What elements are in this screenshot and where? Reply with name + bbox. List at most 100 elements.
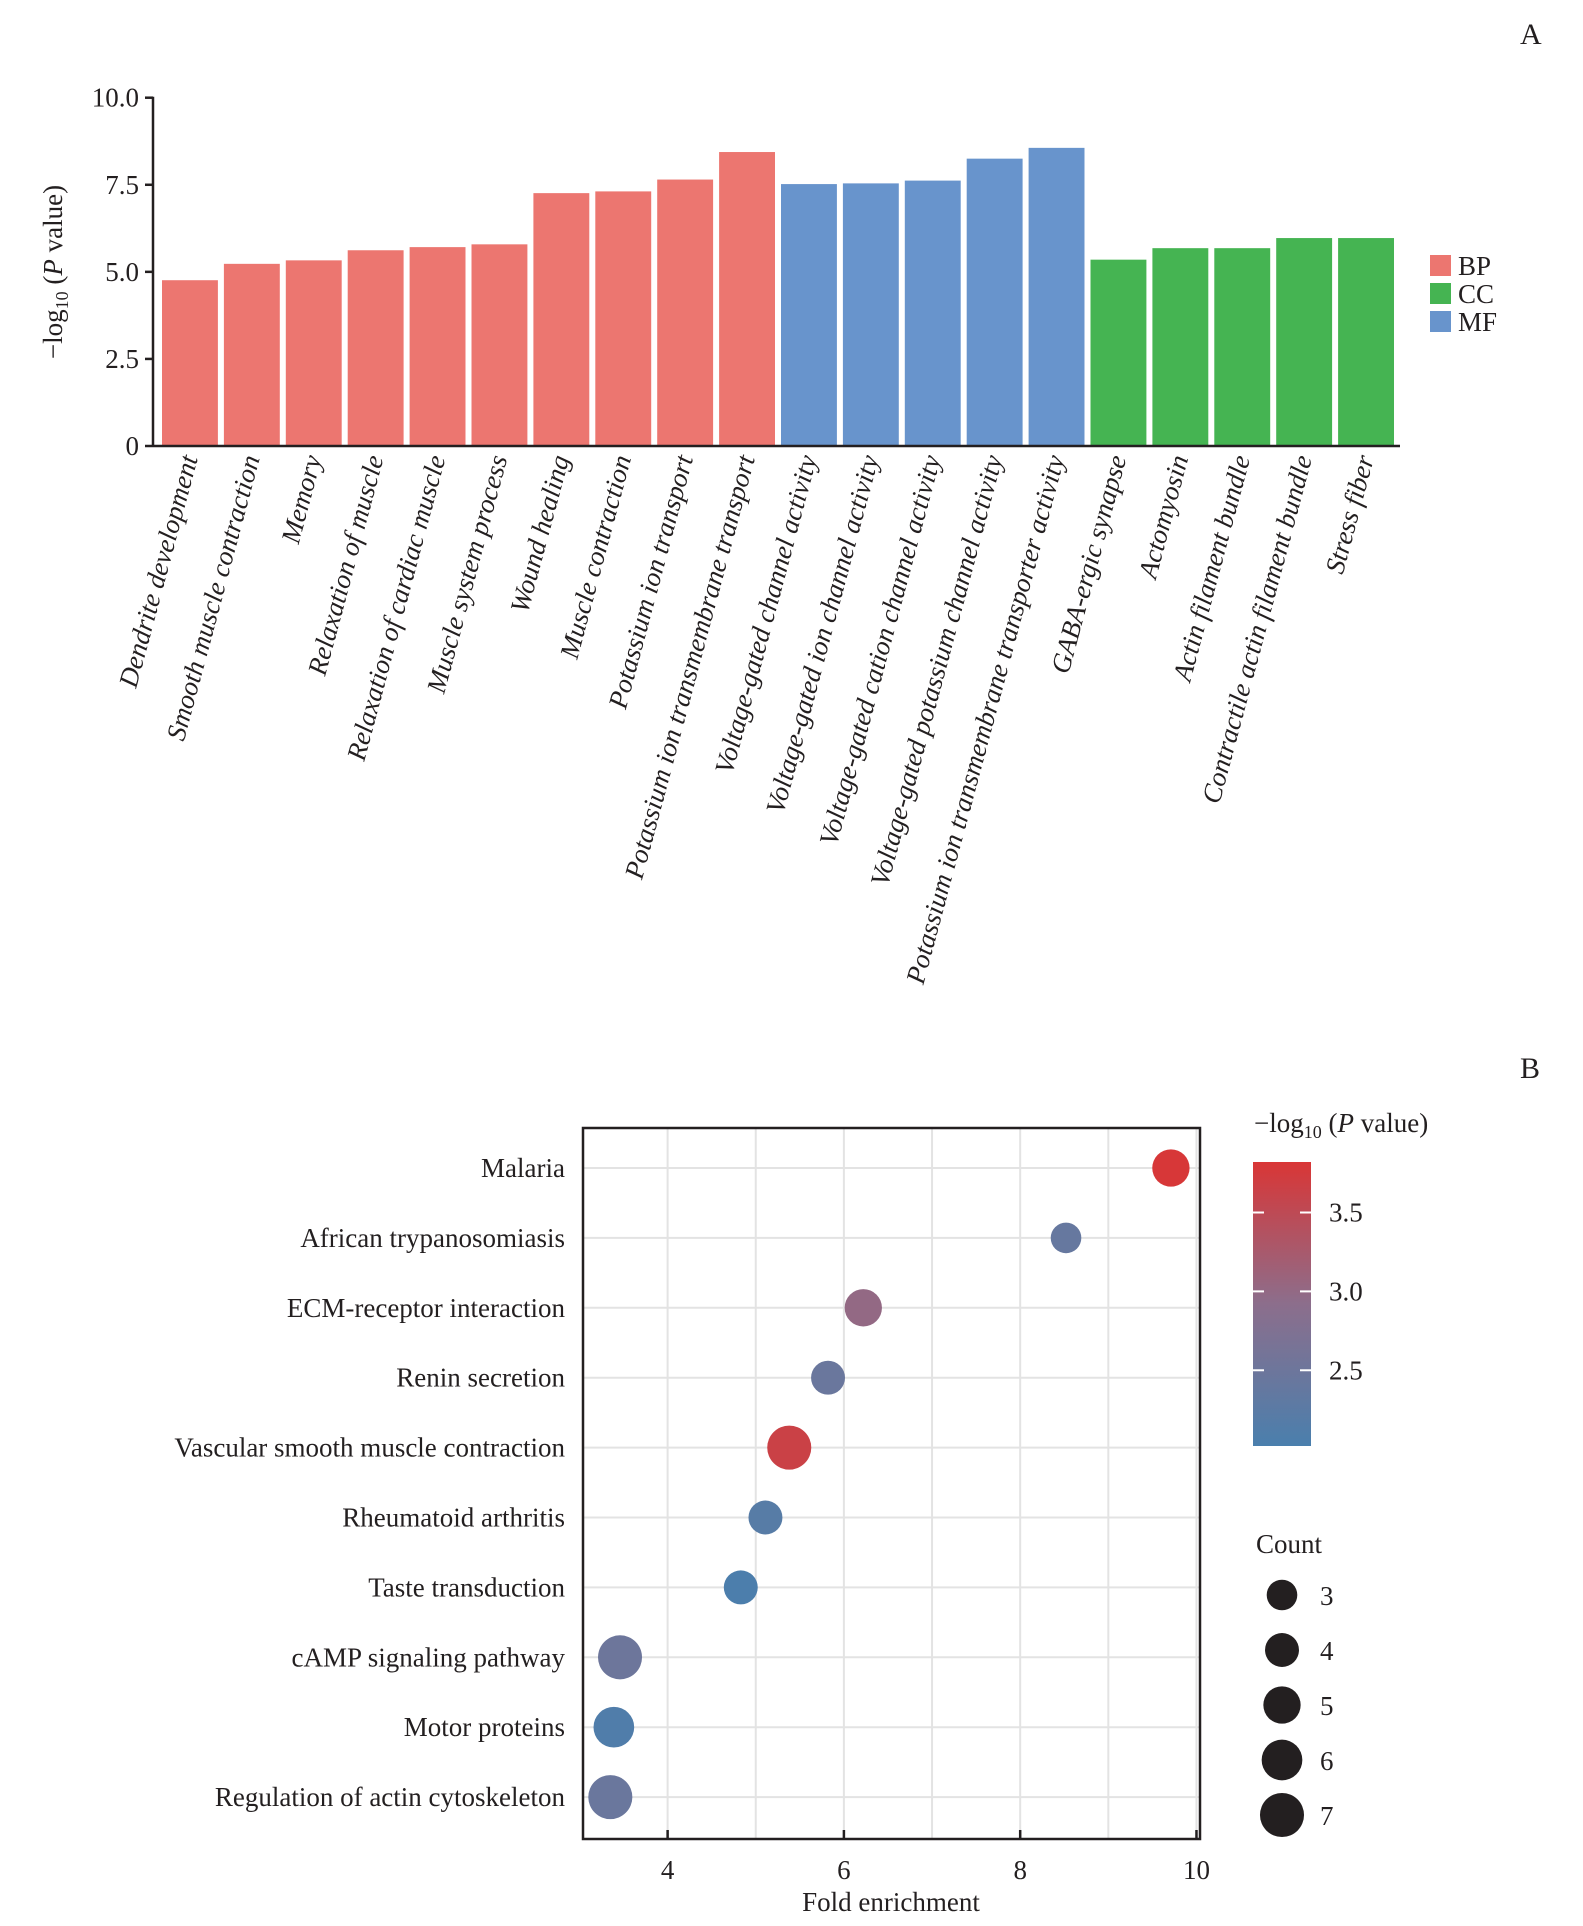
bubble xyxy=(844,1289,882,1327)
colorbar-title-subscript: 10 xyxy=(1304,1122,1322,1142)
colorbar-tick-label: 3.0 xyxy=(1329,1276,1363,1306)
bar xyxy=(781,184,837,446)
colorbar-title-prefix: −log xyxy=(1254,1108,1304,1138)
colorbar-tick-label: 3.5 xyxy=(1329,1197,1363,1227)
bar xyxy=(719,152,775,447)
size-legend-title: Count xyxy=(1256,1529,1323,1559)
y-axis-title: −log10 (P value) xyxy=(38,185,72,359)
panel-b-bubble-chart: B 4 6 8 10 Malaria African trypanosomiasis EC… xyxy=(174,1052,1540,1917)
y-tick-label: 5.0 xyxy=(105,257,139,287)
x-tick-label: 8 xyxy=(1013,1855,1027,1885)
bubble xyxy=(1050,1222,1082,1254)
y-tick-label: Regulation of actin cytoskeleton xyxy=(215,1782,566,1812)
colorbar xyxy=(1253,1162,1311,1446)
bar xyxy=(533,193,590,446)
size-legend-dot xyxy=(1259,1792,1305,1838)
x-tick-label: 6 xyxy=(837,1855,851,1885)
y-title-prefix: −log xyxy=(38,309,68,359)
y-title-subscript: 10 xyxy=(52,291,72,309)
y-title-italic: P xyxy=(38,259,68,277)
bar xyxy=(162,280,218,446)
size-legend-dot xyxy=(1266,1579,1298,1611)
bubble xyxy=(1152,1149,1190,1187)
size-legend: 3 4 5 6 7 xyxy=(1259,1579,1334,1838)
colorbar-title-rest: value) xyxy=(1354,1108,1428,1138)
grid xyxy=(583,1128,1200,1839)
bar xyxy=(471,244,528,446)
size-legend-label: 5 xyxy=(1320,1691,1334,1721)
legend-label-bp: BP xyxy=(1458,251,1491,281)
plot-frame xyxy=(581,1126,1202,1841)
y-title-rest: value) xyxy=(38,185,68,259)
x-tick-label: 4 xyxy=(661,1855,675,1885)
y-tick-label: cAMP signaling pathway xyxy=(292,1642,566,1672)
bar xyxy=(657,179,714,446)
y-tick-label: African trypanosomiasis xyxy=(300,1223,565,1253)
y-axis-ticks: 0 2.5 5.0 7.5 10.0 xyxy=(92,83,153,461)
legend-swatch-cc xyxy=(1430,283,1451,304)
size-legend-label: 3 xyxy=(1320,1581,1334,1611)
bubbles-group xyxy=(588,1149,1190,1820)
colorbar-title-italic: P xyxy=(1336,1108,1354,1138)
x-axis-title: Fold enrichment xyxy=(802,1887,980,1917)
bubble xyxy=(593,1706,635,1748)
panel-label-a: A xyxy=(1520,18,1542,51)
colorbar-title-open: ( xyxy=(1322,1108,1338,1138)
bar xyxy=(409,247,466,446)
bar xyxy=(1152,248,1209,446)
y-tick-label: Motor proteins xyxy=(404,1712,565,1742)
bar xyxy=(904,180,961,446)
bubble xyxy=(598,1635,643,1680)
bars-group xyxy=(162,147,1394,447)
panel-label-b: B xyxy=(1520,1052,1540,1085)
bar xyxy=(1214,248,1271,446)
colorbar-ticks: 2.5 3.0 3.5 xyxy=(1253,1197,1363,1385)
y-tick-label: ECM-receptor interaction xyxy=(287,1293,566,1323)
bar xyxy=(1028,147,1085,446)
y-title-open: ( xyxy=(38,276,68,292)
size-legend-dot xyxy=(1261,1739,1303,1781)
y-tick-label: 2.5 xyxy=(105,344,139,374)
colorbar-tick-label: 2.5 xyxy=(1329,1355,1363,1385)
legend-label-cc: CC xyxy=(1458,279,1494,309)
bubble xyxy=(767,1425,812,1470)
x-tick-label: 10 xyxy=(1183,1855,1210,1885)
bubble xyxy=(811,1360,846,1395)
size-legend-dot xyxy=(1265,1633,1299,1667)
bar xyxy=(842,183,899,446)
bar xyxy=(966,158,1023,446)
y-tick-label: Rheumatoid arthritis xyxy=(342,1503,565,1533)
x-tick-label: Memory xyxy=(275,452,328,548)
x-tick-label: Wound healing xyxy=(504,452,575,616)
bar xyxy=(595,191,652,446)
y-tick-label: 0 xyxy=(126,431,140,461)
bar xyxy=(347,250,404,446)
bubble xyxy=(588,1775,633,1820)
y-tick-label: Renin secretion xyxy=(396,1363,565,1393)
x-tick-label: Actomyosin xyxy=(1132,452,1194,583)
y-tick-label: Malaria xyxy=(481,1153,565,1183)
legend-swatch-bp xyxy=(1430,255,1451,276)
panel-a-bar-chart: A 0 2.5 5.0 7.5 10.0 −log10 (P value) Dendri… xyxy=(38,18,1542,988)
size-legend-label: 6 xyxy=(1320,1746,1334,1776)
bar xyxy=(1338,238,1394,446)
size-legend-label: 7 xyxy=(1320,1801,1334,1831)
bubble xyxy=(723,1570,758,1605)
y-tick-label: Vascular smooth muscle contraction xyxy=(174,1433,565,1463)
colorbar-title: −log10 (P value) xyxy=(1254,1108,1428,1142)
size-legend-label: 4 xyxy=(1320,1636,1334,1666)
bubble xyxy=(748,1500,783,1535)
legend-swatch-mf xyxy=(1430,311,1451,332)
x-axis-ticks: 4 6 8 10 xyxy=(661,1830,1210,1885)
y-tick-label: 7.5 xyxy=(105,170,139,200)
y-axis-category-labels: Malaria African trypanosomiasis ECM-recept… xyxy=(174,1153,565,1812)
size-legend-dot xyxy=(1263,1686,1301,1724)
legend-label-mf: MF xyxy=(1458,307,1497,337)
bar xyxy=(223,263,280,446)
y-tick-label: Taste transduction xyxy=(368,1572,565,1602)
bar xyxy=(1090,259,1147,446)
x-tick-label: Stress fiber xyxy=(1319,451,1379,576)
